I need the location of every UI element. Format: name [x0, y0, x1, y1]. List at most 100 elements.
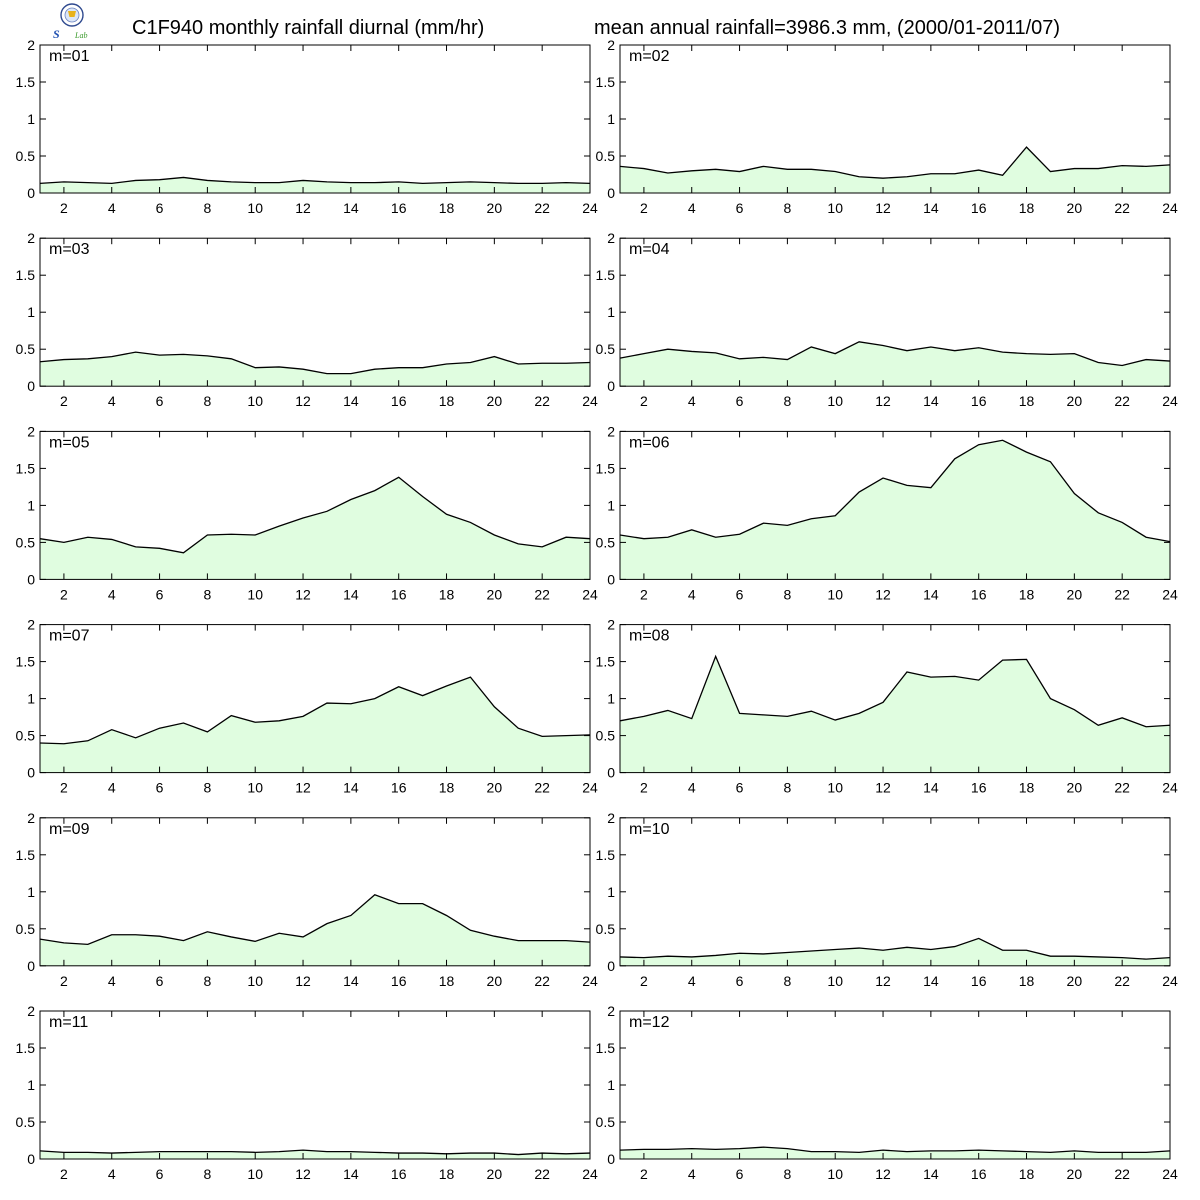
y-tick-label: 1.5	[16, 74, 36, 90]
x-tick-label: 12	[875, 973, 891, 989]
data-point	[1049, 461, 1051, 463]
data-point	[930, 949, 932, 951]
y-tick-label: 0.5	[16, 341, 36, 357]
data-point	[978, 937, 980, 939]
data-point	[135, 737, 137, 739]
x-tick-label: 16	[391, 780, 407, 796]
data-point	[398, 367, 400, 369]
data-point	[786, 1148, 788, 1150]
data-point	[469, 521, 471, 523]
data-point	[1121, 717, 1123, 719]
data-point	[374, 490, 376, 492]
y-tick-label: 0	[27, 958, 35, 974]
x-tick-label: 16	[391, 393, 407, 409]
y-tick-label: 1	[607, 111, 615, 127]
data-point	[182, 176, 184, 178]
y-tick-label: 0.5	[596, 148, 616, 164]
x-tick-label: 10	[247, 780, 263, 796]
y-tick-label: 0	[607, 765, 615, 781]
data-point	[159, 1151, 161, 1153]
x-tick-label: 10	[247, 586, 263, 602]
x-tick-label: 10	[827, 780, 843, 796]
data-point	[1049, 955, 1051, 957]
x-tick-label: 12	[295, 586, 311, 602]
x-tick-label: 2	[60, 200, 68, 216]
panel-label: m=02	[629, 48, 670, 65]
data-point	[493, 706, 495, 708]
data-point	[1073, 168, 1075, 170]
y-tick-label: 0.5	[16, 148, 36, 164]
data-point	[182, 552, 184, 554]
data-point	[1097, 512, 1099, 514]
data-point	[278, 525, 280, 527]
y-tick-label: 0.5	[596, 1114, 616, 1130]
y-tick-label: 1.5	[16, 267, 36, 283]
y-tick-label: 2	[27, 37, 35, 53]
x-tick-label: 12	[875, 200, 891, 216]
panel-label: m=03	[49, 241, 90, 258]
data-point	[906, 946, 908, 948]
y-tick-label: 0	[607, 185, 615, 201]
y-tick-label: 0.5	[596, 921, 616, 937]
x-tick-label: 6	[736, 200, 744, 216]
data-point	[1073, 493, 1075, 495]
x-tick-label: 14	[923, 973, 939, 989]
data-point	[1002, 659, 1004, 661]
x-tick-label: 22	[534, 200, 550, 216]
y-tick-label: 1.5	[16, 1040, 36, 1056]
x-tick-label: 16	[391, 586, 407, 602]
y-tick-label: 0	[607, 1151, 615, 1167]
y-tick-label: 1	[27, 497, 35, 513]
data-point	[326, 510, 328, 512]
chart-title-right: mean annual rainfall=3986.3 mm, (2000/01…	[594, 17, 1061, 39]
data-point	[374, 1151, 376, 1153]
rainfall-line	[39, 476, 591, 554]
data-point	[1026, 1151, 1028, 1153]
y-tick-label: 0	[607, 958, 615, 974]
data-point	[810, 346, 812, 348]
y-tick-label: 1	[607, 691, 615, 707]
data-point	[326, 702, 328, 704]
x-tick-label: 8	[203, 1166, 211, 1182]
data-point	[954, 1150, 956, 1152]
y-tick-label: 2	[607, 810, 615, 826]
data-point	[834, 949, 836, 951]
x-tick-label: 14	[923, 586, 939, 602]
data-point	[350, 1151, 352, 1153]
data-point	[715, 536, 717, 538]
x-tick-label: 16	[391, 973, 407, 989]
y-tick-label: 0	[607, 571, 615, 587]
data-point	[541, 546, 543, 548]
data-point	[786, 524, 788, 526]
y-tick-label: 0	[27, 765, 35, 781]
x-tick-label: 20	[1067, 780, 1083, 796]
x-tick-label: 6	[736, 393, 744, 409]
x-tick-label: 10	[247, 393, 263, 409]
data-point	[834, 1151, 836, 1153]
x-tick-label: 22	[1114, 973, 1130, 989]
x-tick-label: 4	[108, 780, 116, 796]
data-point	[206, 534, 208, 536]
data-point	[374, 698, 376, 700]
x-tick-label: 22	[1114, 393, 1130, 409]
data-point	[1121, 521, 1123, 523]
panel-m-04: 00.511.522 4 6 8 10 12 14 16 18 20 22 24m=04	[596, 230, 1178, 409]
y-tick-label: 2	[27, 1003, 35, 1019]
y-tick-label: 0	[27, 1151, 35, 1167]
x-tick-label: 4	[688, 780, 696, 796]
data-point	[422, 1152, 424, 1154]
y-tick-label: 1.5	[596, 74, 616, 90]
panel-label: m=01	[49, 48, 90, 65]
data-point	[206, 355, 208, 357]
x-tick-label: 8	[203, 973, 211, 989]
rainfall-area	[620, 440, 1170, 580]
x-tick-label: 16	[391, 200, 407, 216]
data-point	[565, 940, 567, 942]
x-tick-label: 10	[827, 1166, 843, 1182]
data-point	[469, 929, 471, 931]
x-tick-label: 18	[439, 780, 455, 796]
data-point	[278, 1151, 280, 1153]
data-point	[882, 177, 884, 179]
x-tick-label: 20	[487, 586, 503, 602]
rainfall-line	[39, 894, 591, 945]
